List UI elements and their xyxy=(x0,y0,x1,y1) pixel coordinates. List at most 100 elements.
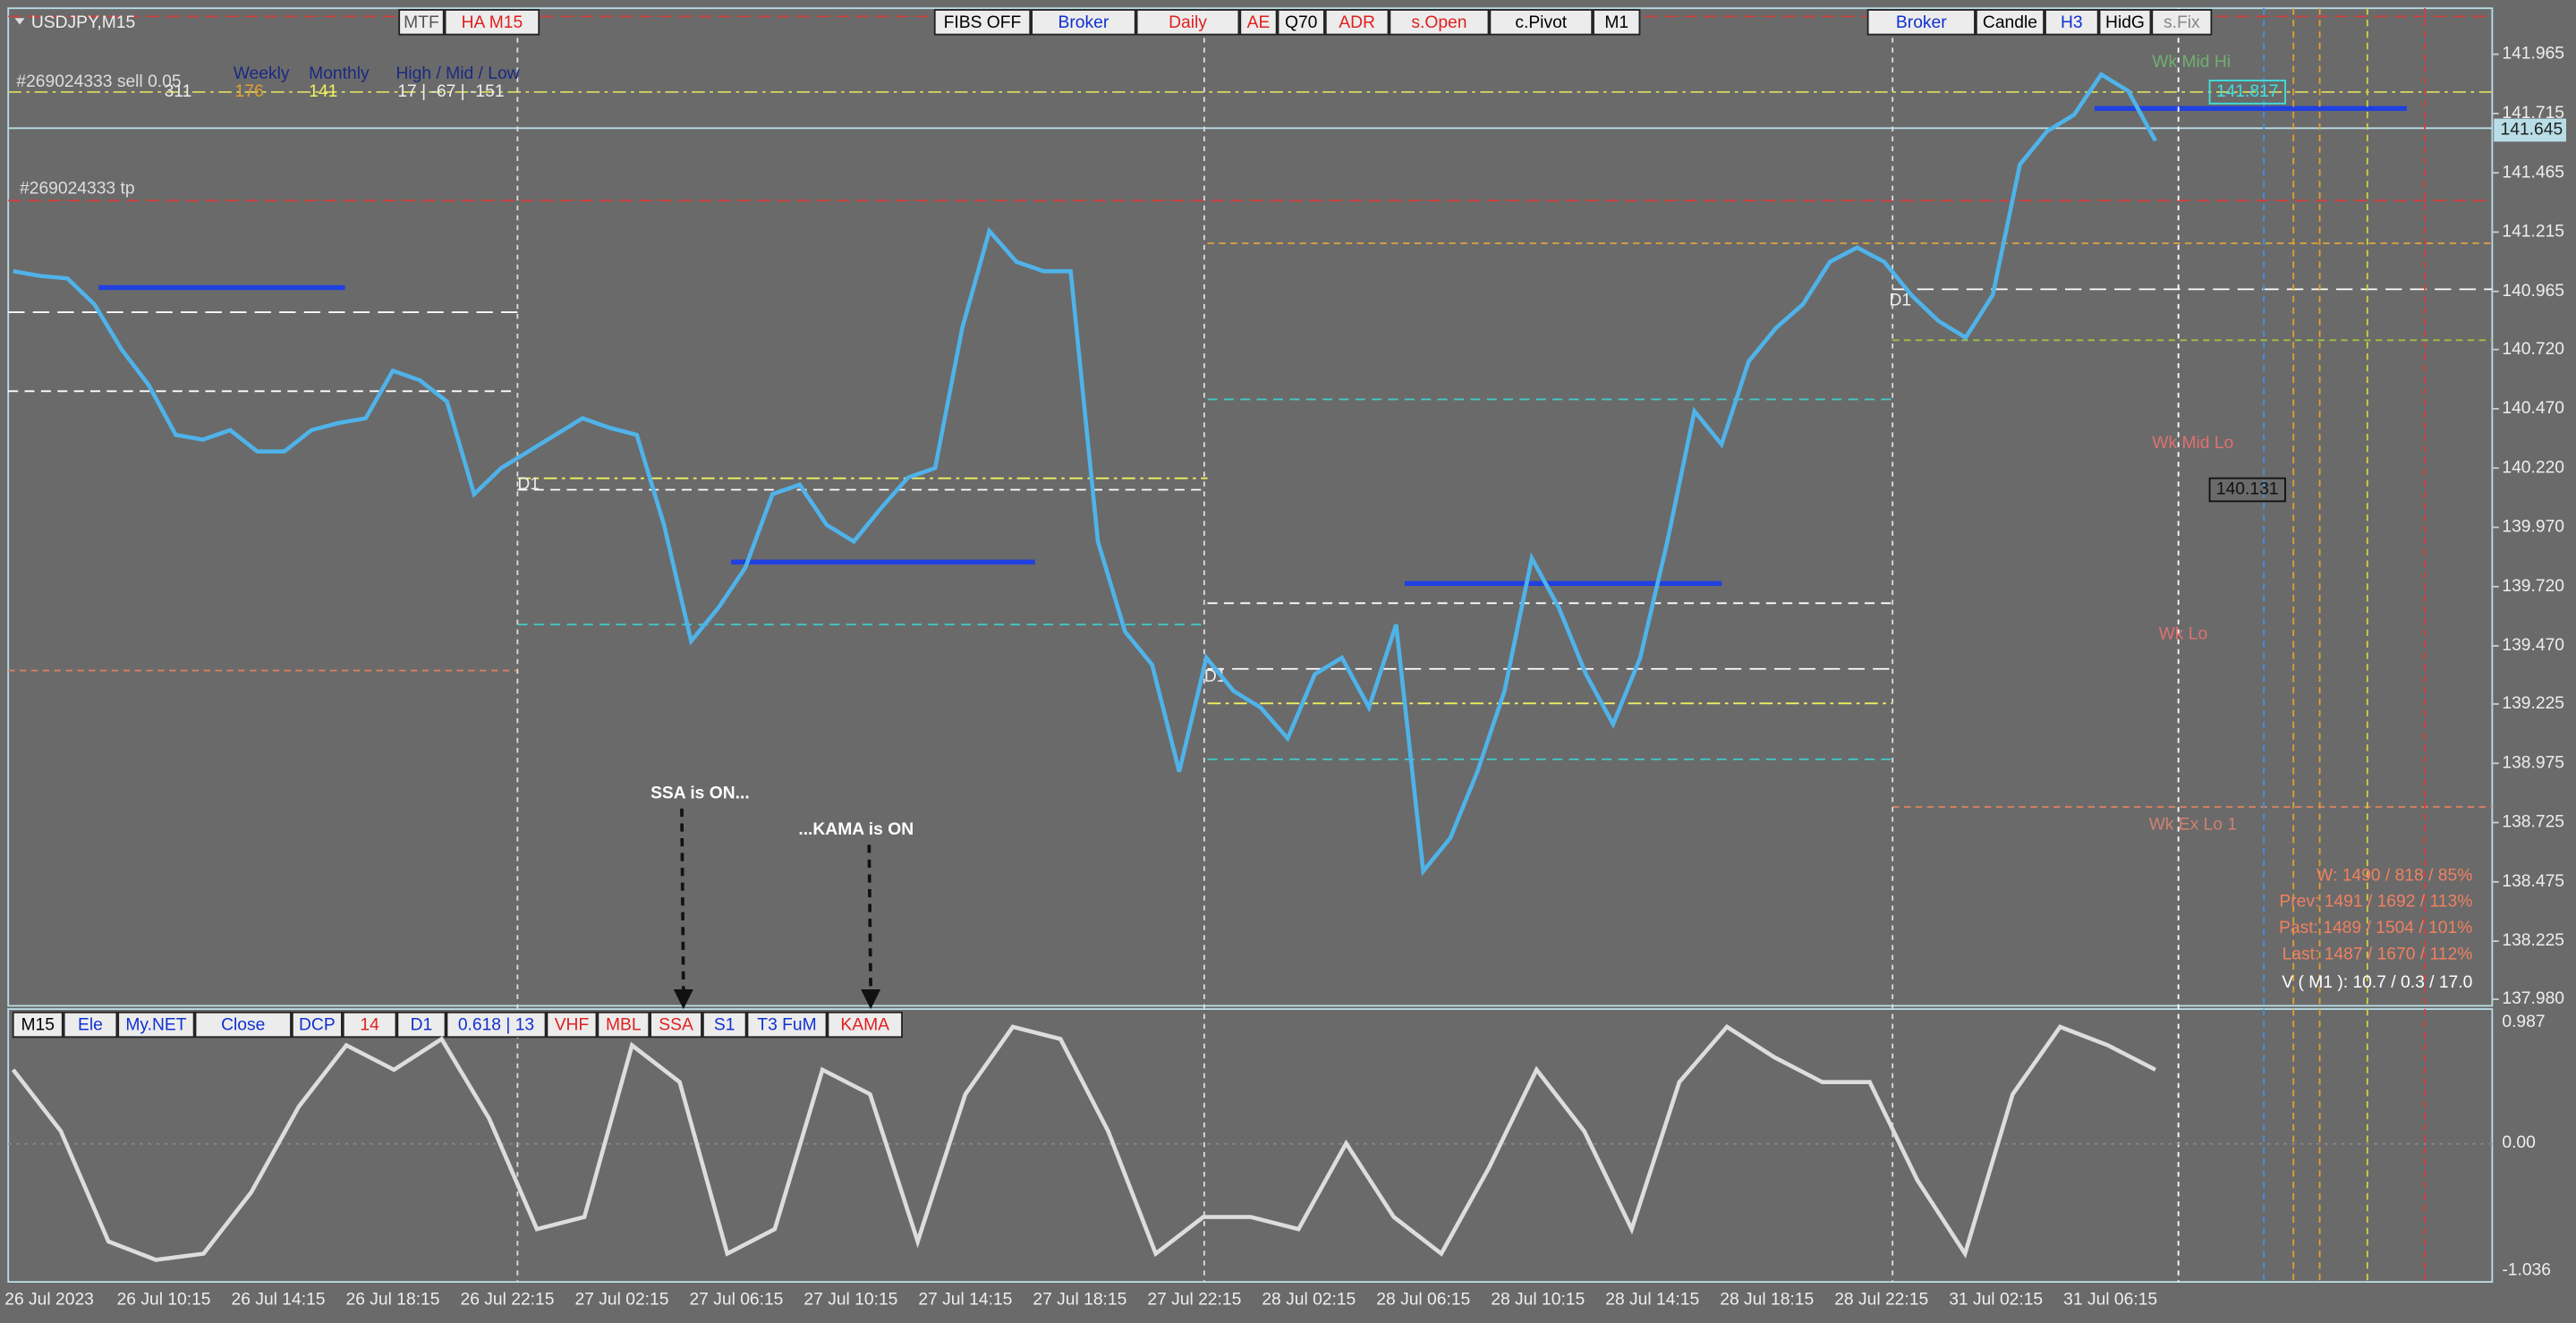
button-label[interactable]: 14 xyxy=(360,1016,379,1035)
button-label[interactable]: c.Pivot xyxy=(1515,13,1567,32)
tp-label: #269024333 tp xyxy=(20,179,135,198)
price-label: 138.475 xyxy=(2502,872,2564,891)
button[interactable] xyxy=(1489,9,1594,36)
button[interactable] xyxy=(291,1011,343,1039)
button-label[interactable]: KAMA xyxy=(840,1016,889,1035)
button-label[interactable]: VHF xyxy=(555,1016,590,1035)
button[interactable] xyxy=(444,9,540,36)
button-label[interactable]: M1 xyxy=(1604,13,1628,32)
button[interactable] xyxy=(701,1011,747,1039)
button-label[interactable]: ADR xyxy=(1339,13,1375,32)
price-label: 140.720 xyxy=(2502,340,2564,359)
button-label[interactable]: s.Fix xyxy=(2164,13,2200,32)
stat-value: 17 | -67 | -151 xyxy=(397,82,504,101)
button-label[interactable]: s.Open xyxy=(1411,13,1467,32)
button[interactable] xyxy=(1389,9,1490,36)
button-label[interactable]: AE xyxy=(1247,13,1271,32)
button[interactable] xyxy=(1866,9,1976,36)
button-label[interactable]: M15 xyxy=(21,1016,54,1035)
date-label: 27 Jul 18:15 xyxy=(1033,1290,1126,1309)
button[interactable] xyxy=(746,1011,828,1039)
button-label[interactable]: MTF xyxy=(404,13,439,32)
button[interactable] xyxy=(396,1011,446,1039)
date-label: 31 Jul 02:15 xyxy=(1949,1290,2043,1309)
stat-value: 141 xyxy=(309,82,337,101)
button[interactable] xyxy=(1031,9,1136,36)
button[interactable] xyxy=(933,9,1032,36)
button[interactable] xyxy=(1593,9,1641,36)
button-label[interactable]: HidG xyxy=(2105,13,2145,32)
annotation: ...KAMA is ON xyxy=(798,820,914,839)
button-label[interactable]: MBL xyxy=(606,1016,642,1035)
price-label: 140.220 xyxy=(2502,458,2564,477)
price-label: 140.470 xyxy=(2502,399,2564,418)
stat-title: High / Mid / Low xyxy=(395,64,519,83)
arrow-line xyxy=(680,808,685,990)
button[interactable] xyxy=(827,1011,903,1039)
date-label: 26 Jul 10:15 xyxy=(117,1290,211,1309)
d1-label: D1 xyxy=(1890,291,1912,310)
button[interactable] xyxy=(342,1011,397,1039)
button[interactable] xyxy=(446,1011,547,1039)
button[interactable] xyxy=(63,1011,118,1039)
osc-label: 0.00 xyxy=(2502,1133,2535,1152)
button[interactable] xyxy=(194,1011,292,1039)
button-label[interactable]: DCP xyxy=(299,1016,336,1035)
level-label: 140.131 xyxy=(2216,480,2279,499)
button[interactable] xyxy=(1975,9,2045,36)
price-label: 139.470 xyxy=(2502,636,2564,655)
button-label[interactable]: H3 xyxy=(2061,13,2083,32)
button[interactable] xyxy=(1239,9,1278,36)
button-label[interactable]: Daily xyxy=(1169,13,1207,32)
button[interactable] xyxy=(12,1011,64,1039)
button[interactable] xyxy=(398,9,445,36)
series-line xyxy=(13,72,2157,877)
button[interactable] xyxy=(546,1011,598,1039)
button-label[interactable]: Broker xyxy=(1058,13,1109,32)
date-label: 27 Jul 22:15 xyxy=(1147,1290,1241,1309)
button[interactable] xyxy=(597,1011,650,1039)
button[interactable] xyxy=(1277,9,1325,36)
order-label: #269024333 sell 0.05 xyxy=(16,72,181,91)
button-label[interactable]: Q70 xyxy=(1285,13,1317,32)
button-label[interactable]: HA M15 xyxy=(462,13,523,32)
button-label[interactable]: Ele xyxy=(78,1016,103,1035)
main-frame xyxy=(7,7,2494,1007)
button-label[interactable]: D1 xyxy=(411,1016,433,1035)
price-label: 141.715 xyxy=(2502,104,2564,123)
button-label[interactable]: My.NET xyxy=(125,1016,186,1035)
button-label[interactable]: Candle xyxy=(1983,13,2037,32)
button-label[interactable]: S1 xyxy=(714,1016,735,1035)
date-label: 26 Jul 18:15 xyxy=(346,1290,440,1309)
button[interactable] xyxy=(117,1011,195,1039)
date-label: 27 Jul 06:15 xyxy=(689,1290,783,1309)
button-label[interactable]: SSA xyxy=(659,1016,693,1035)
arrow-head xyxy=(861,989,881,1010)
button[interactable] xyxy=(2098,9,2152,36)
stat-line: W: 1490 / 818 / 85% xyxy=(2317,866,2472,885)
button[interactable] xyxy=(650,1011,702,1039)
button[interactable] xyxy=(2151,9,2213,36)
button-label[interactable]: 0.618 | 13 xyxy=(458,1016,534,1035)
button-label[interactable]: Broker xyxy=(1896,13,1947,32)
date-label: 28 Jul 18:15 xyxy=(1720,1290,1814,1309)
arrow-head xyxy=(673,989,693,1010)
arrow-line xyxy=(867,844,872,990)
annotation: SSA is ON... xyxy=(650,784,750,802)
stat-title: Weekly xyxy=(234,64,290,83)
d1-label: D1 xyxy=(1204,667,1227,686)
button-label[interactable]: T3 FuM xyxy=(757,1016,816,1035)
stat-value: 176 xyxy=(235,82,264,101)
date-label: 28 Jul 22:15 xyxy=(1834,1290,1928,1309)
date-label: 28 Jul 14:15 xyxy=(1605,1290,1699,1309)
osc-label: 0.987 xyxy=(2502,1013,2545,1031)
button[interactable] xyxy=(2045,9,2099,36)
date-label: 27 Jul 10:15 xyxy=(803,1290,897,1309)
button-label[interactable]: FIBS OFF xyxy=(944,13,1022,32)
d1-label: D1 xyxy=(517,475,540,494)
button-label[interactable]: Close xyxy=(221,1016,265,1035)
button[interactable] xyxy=(1135,9,1240,36)
button[interactable] xyxy=(1324,9,1390,36)
